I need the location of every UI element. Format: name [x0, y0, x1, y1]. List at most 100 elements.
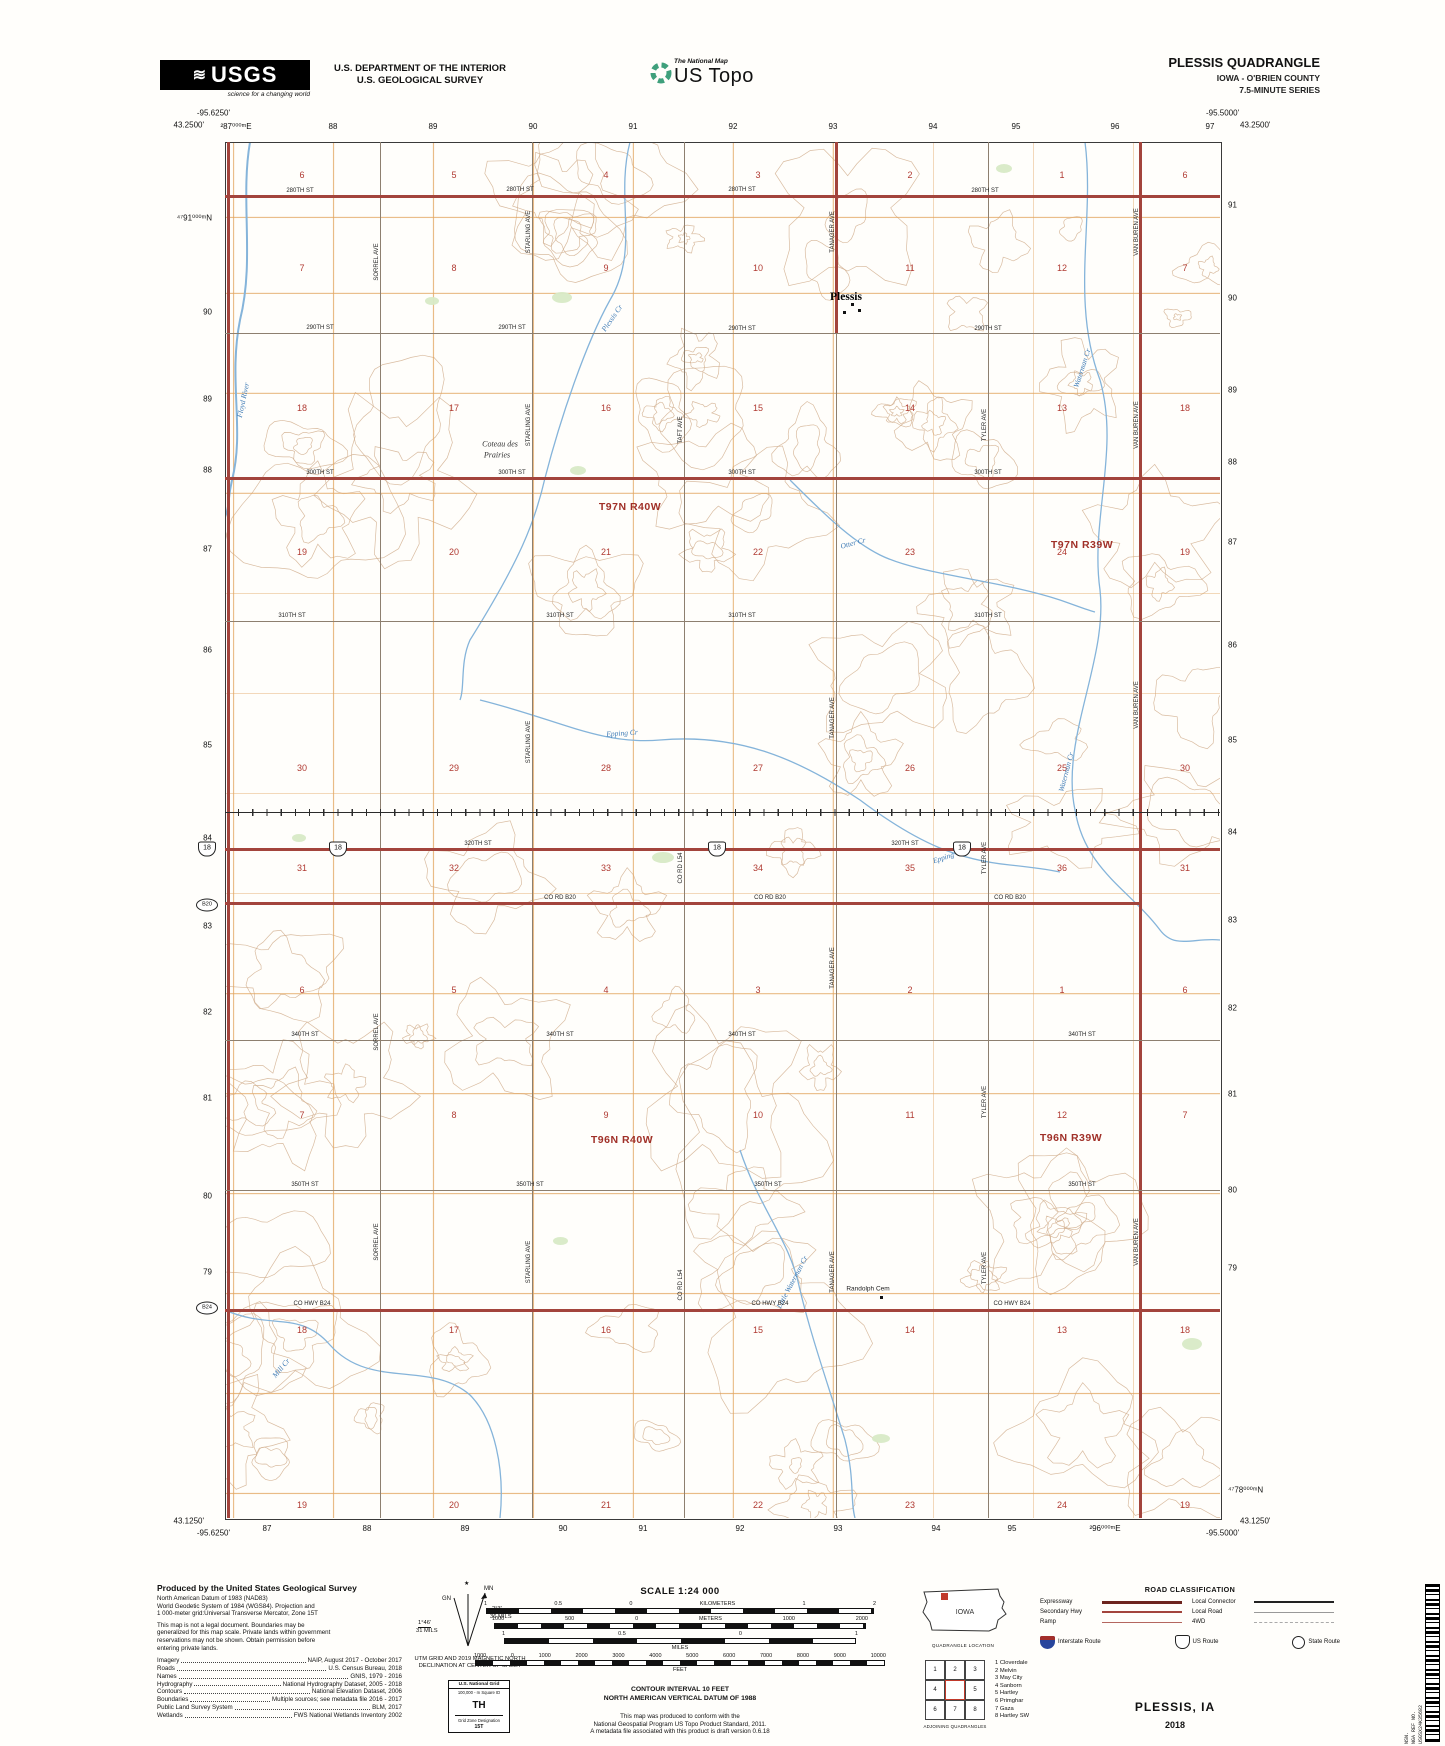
plessis-creek — [459, 142, 631, 701]
rdlab-label: 320TH ST — [464, 841, 492, 847]
rdlab-label: 280TH ST — [506, 187, 534, 193]
declination-caption-2: DECLINATION AT CENTER OF SHEET — [418, 1663, 522, 1669]
section-number: 29 — [448, 763, 460, 773]
section-number: 8 — [451, 1110, 457, 1120]
rdlab-label: 310TH ST — [278, 613, 306, 619]
section-number: 23 — [904, 1500, 916, 1510]
grid-label-right: 83 — [1228, 915, 1237, 925]
section-number: 16 — [600, 1325, 612, 1335]
rdlab-label: 280TH ST — [971, 188, 999, 194]
credits-source-value: National Hydrography Dataset, 2005 - 201… — [282, 1680, 402, 1688]
credits-source-value: U.S. Census Bureau, 2018 — [328, 1664, 402, 1672]
grid-label-top: 92 — [728, 122, 738, 131]
state-route-shield-icon — [1292, 1635, 1306, 1649]
adjoining-quad-name: 8 Hartley SW — [995, 1713, 1030, 1720]
usgs-wave-icon: ≋ — [192, 67, 208, 84]
quadrangle-title: PLESSIS QUADRANGLE — [1168, 55, 1320, 70]
grid-label-bottom: 87 — [262, 1524, 272, 1533]
section-number: 24 — [1056, 1500, 1068, 1510]
grid-label-bottom: 95 — [1007, 1524, 1017, 1533]
section-number: 4 — [603, 985, 609, 995]
us-route-shield-icon — [1174, 1635, 1190, 1649]
section-number: 28 — [600, 763, 612, 773]
grid-label-left: ⁴⁷91⁰⁰⁰ᵐN — [176, 213, 212, 223]
scale-title: SCALE 1:24 000 — [640, 1586, 720, 1597]
grid-label-left: 85 — [203, 740, 212, 750]
section-number: 18 — [296, 403, 308, 413]
us-route-label: US Route — [1192, 1639, 1219, 1645]
section-number: 23 — [904, 547, 916, 557]
grid-label-top: ²87⁰⁰⁰ᵐE — [220, 122, 252, 131]
map-neatline — [225, 142, 1222, 1520]
interstate-shield-icon — [1040, 1635, 1055, 1649]
mill-creek — [225, 1309, 502, 1518]
ustopo-logo: The National Map US Topo — [648, 58, 754, 88]
standard-note-3: A metadata file associated with this pro… — [590, 1728, 770, 1736]
section-number: 6 — [299, 170, 305, 180]
corner-coordinate: -95.5000' — [1206, 108, 1240, 118]
credits-leader-dots — [194, 1685, 281, 1687]
section-number: 5 — [451, 985, 457, 995]
credits-source-row: Names GNIS, 1979 - 2016 — [157, 1673, 402, 1681]
section-number: 7 — [299, 1110, 305, 1120]
section-number: 7 — [1182, 1110, 1188, 1120]
grid-label-right: 81 — [1228, 1089, 1237, 1099]
feet-scale-labels: 1000 0 1000 2000 3000 4000 5000 6000 700… — [474, 1653, 886, 1659]
water-label: Waterman Cr — [1071, 347, 1093, 389]
declination-caption-1: UTM GRID AND 2019 MAGNETIC NORTH — [414, 1656, 526, 1662]
section-number: 3 — [755, 170, 761, 180]
phys-label: Coteau des — [482, 439, 518, 449]
section-number: 5 — [451, 170, 457, 180]
scale-tick: 0 — [629, 1601, 633, 1607]
section-number: 9 — [603, 263, 609, 273]
section-number: 31 — [1179, 863, 1191, 873]
credits-source-value: GNIS, 1979 - 2016 — [350, 1672, 402, 1680]
corner-coordinate: 43.1250' — [173, 1516, 204, 1526]
credits-line: generalized for this map scale. Private … — [157, 1629, 331, 1637]
ustopo-label: US Topo — [674, 65, 754, 87]
legend-ramp-label: Ramp — [1040, 1619, 1057, 1625]
section-number: 18 — [1179, 403, 1191, 413]
grid-label-left: 83 — [203, 921, 212, 931]
grid-label-bottom: 89 — [460, 1524, 470, 1533]
rdlab-label: 340TH ST — [1068, 1032, 1096, 1038]
section-number: 12 — [1056, 1110, 1068, 1120]
section-number: 13 — [1056, 1325, 1068, 1335]
credits-leader-dots — [178, 1677, 349, 1679]
section-number: 34 — [752, 863, 764, 873]
scale-tick: 0 — [738, 1631, 742, 1637]
secondary-line-sample — [1102, 1611, 1182, 1613]
ave-label: STARLING AVE — [526, 403, 532, 447]
credits-line: entering private lands. — [157, 1644, 218, 1652]
grid-label-bottom: 94 — [931, 1524, 941, 1533]
twp-label: T97N R39W — [1050, 539, 1114, 551]
section-number: 2 — [907, 170, 913, 180]
grid-label-right: 86 — [1228, 640, 1237, 650]
scale-tick: 1000 — [474, 1653, 487, 1659]
usng-square-id: TH — [472, 1700, 486, 1711]
credits-source-value: Multiple sources; see metadata file 2016… — [271, 1696, 402, 1704]
grid-label-top: 88 — [328, 122, 338, 131]
us-route-shield: 18 — [708, 841, 726, 857]
section-number: 17 — [448, 1325, 460, 1335]
ave-label: STARLING AVE — [526, 1240, 532, 1284]
credits-source-key: Contours — [157, 1688, 183, 1696]
road — [380, 142, 382, 1518]
rdlab-label: 300TH ST — [728, 470, 756, 476]
grid-label-left: 90 — [203, 307, 212, 317]
grid-label-left: 89 — [203, 394, 212, 404]
magnetic-north-label: MN — [484, 1586, 494, 1592]
us-route-shield: 18 — [198, 841, 216, 857]
section-number: 33 — [600, 863, 612, 873]
road — [225, 1040, 1220, 1042]
vegetation-patch — [553, 1237, 568, 1245]
section-number: 16 — [600, 403, 612, 413]
section-number: 6 — [299, 985, 305, 995]
credits-line: World Geodetic System of 1984 (WGS84). P… — [157, 1602, 315, 1610]
grid-label-right: 90 — [1228, 293, 1237, 303]
section-number: 14 — [904, 403, 916, 413]
scale-tick: 1000 — [782, 1616, 795, 1622]
ave-label: STARLING AVE — [526, 210, 532, 254]
